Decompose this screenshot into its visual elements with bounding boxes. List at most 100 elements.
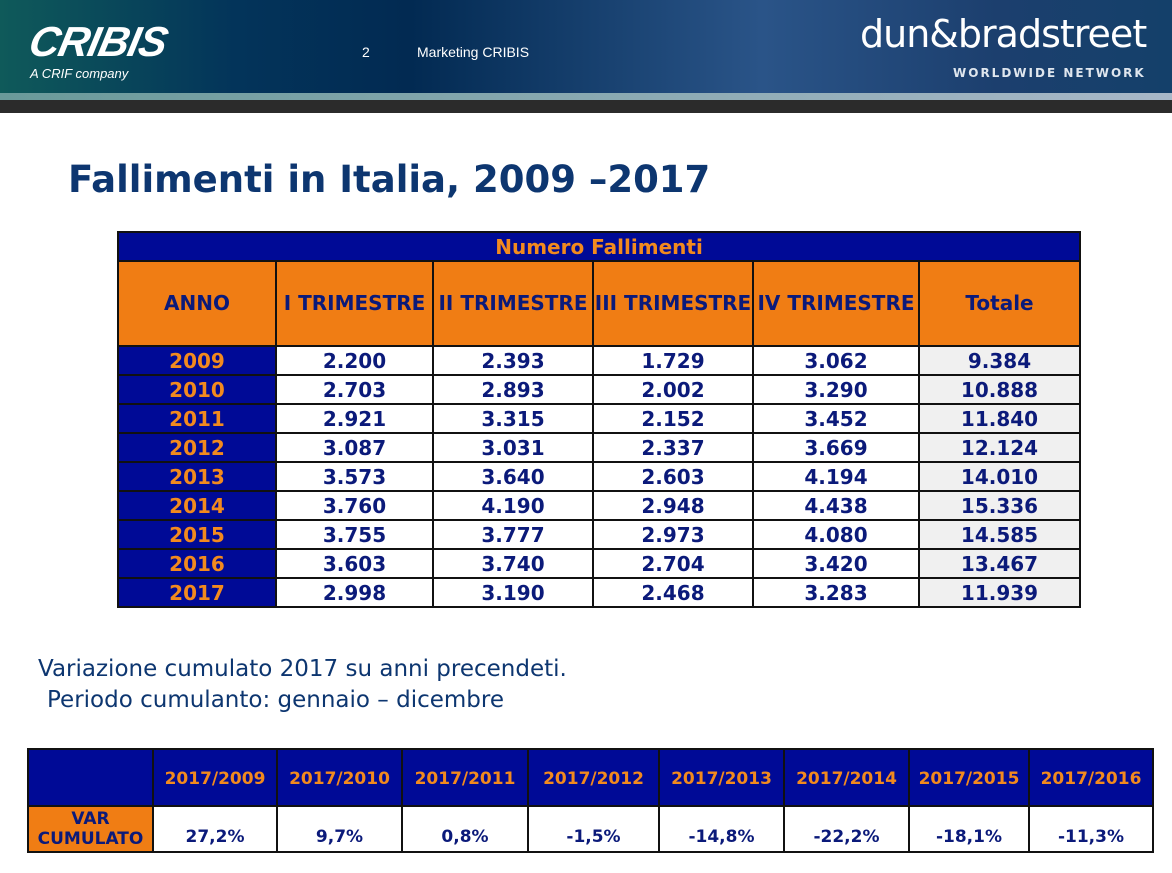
quarter-cell: 2.893 [432,374,594,405]
deck-title: Marketing CRIBIS [417,44,530,60]
table-row: 2010 2.703 2.893 2.002 3.290 10.888 [117,374,1082,405]
quarter-cell: 4.190 [432,490,594,521]
quarter-cell: 4.194 [752,461,920,492]
period-header: 2017/2010 [276,748,403,807]
quarter-cell: 3.315 [432,403,594,434]
quarter-cell: 3.573 [275,461,434,492]
variation-value: 27,2% [152,805,278,853]
total-cell: 14.585 [917,519,1082,550]
cribis-logo-subtitle: A CRIF company [30,66,129,81]
period-header: 2017/2014 [783,748,910,807]
quarter-cell: 3.640 [432,461,594,492]
table-caption: Numero Fallimenti [116,231,1082,262]
quarter-cell: 2.393 [432,345,594,376]
variation-value: -11,3% [1028,805,1154,853]
year-cell: 2012 [117,432,277,463]
table-row: 2009 2.200 2.393 1.729 3.062 9.384 [117,345,1082,376]
variation-value: -18,1% [908,805,1030,853]
total-cell: 12.124 [917,432,1082,463]
page-number: 2 [362,44,370,60]
note-line-1: Variazione cumulato 2017 su anni precend… [38,656,567,682]
quarter-cell: 2.948 [592,490,754,521]
variation-value: -22,2% [783,805,910,853]
column-header: ANNO [117,260,277,347]
period-header: 2017/2015 [908,748,1030,807]
cribis-logo: CRIBIS [25,18,172,65]
quarter-cell: 2.973 [592,519,754,550]
quarter-cell: 2.704 [592,548,754,579]
table-row: 2015 3.755 3.777 2.973 4.080 14.585 [117,519,1082,550]
quarter-cell: 3.603 [275,548,434,579]
quarter-cell: 3.062 [752,345,920,376]
table-row: 2017 2.998 3.190 2.468 3.283 11.939 [117,577,1082,608]
column-header: IV TRIMESTRE [752,260,920,347]
variation-value: 0,8% [401,805,529,853]
period-header: 2017/2016 [1028,748,1154,807]
header-banner: CRIBIS A CRIF company 2 Marketing CRIBIS… [0,0,1172,93]
quarter-cell: 2.998 [275,577,434,608]
total-cell: 13.467 [917,548,1082,579]
total-cell: 11.840 [917,403,1082,434]
total-cell: 14.010 [917,461,1082,492]
period-header: 2017/2009 [152,748,278,807]
variation-value: 9,7% [276,805,403,853]
column-header: II TRIMESTRE [432,260,594,347]
quarter-cell: 3.087 [275,432,434,463]
variation-value: -14,8% [658,805,785,853]
quarter-cell: 3.755 [275,519,434,550]
variation-value: -1,5% [527,805,660,853]
year-cell: 2017 [117,577,277,608]
quarter-cell: 3.760 [275,490,434,521]
column-header: Totale [917,260,1082,347]
quarter-cell: 2.200 [275,345,434,376]
quarter-cell: 3.452 [752,403,920,434]
note-line-2: Periodo cumulanto: gennaio – dicembre [47,687,504,713]
total-cell: 9.384 [917,345,1082,376]
column-header: III TRIMESTRE [592,260,754,347]
period-header: 2017/2013 [658,748,785,807]
quarter-cell: 3.190 [432,577,594,608]
quarter-cell: 2.921 [275,403,434,434]
quarter-cell: 3.777 [432,519,594,550]
table-row: 2011 2.921 3.315 2.152 3.452 11.840 [117,403,1082,434]
quarter-cell: 2.002 [592,374,754,405]
quarter-cell: 2.603 [592,461,754,492]
variation-table: 2017/2009 2017/2010 2017/2011 2017/2012 2017… [27,748,1154,853]
quarter-cell: 3.031 [432,432,594,463]
column-header: I TRIMESTRE [275,260,434,347]
quarter-cell: 3.740 [432,548,594,579]
total-cell: 11.939 [917,577,1082,608]
bankruptcy-table: Numero Fallimenti ANNO I TRIMESTRE II TRIM… [116,231,1082,608]
table-row: 2016 3.603 3.740 2.704 3.420 13.467 [117,548,1082,579]
header-divider [0,93,1172,100]
year-cell: 2016 [117,548,277,579]
total-cell: 10.888 [917,374,1082,405]
quarter-cell: 1.729 [592,345,754,376]
page-title: Fallimenti in Italia, 2009 –2017 [68,158,711,201]
header-bar [0,100,1172,113]
total-cell: 15.336 [917,490,1082,521]
quarter-cell: 2.703 [275,374,434,405]
quarter-cell: 2.337 [592,432,754,463]
table-row: 2013 3.573 3.640 2.603 4.194 14.010 [117,461,1082,492]
quarter-cell: 3.283 [752,577,920,608]
dnb-logo-subtitle: WORLDWIDE NETWORK [953,66,1146,80]
year-cell: 2010 [117,374,277,405]
quarter-cell: 4.438 [752,490,920,521]
year-cell: 2014 [117,490,277,521]
period-header: 2017/2011 [401,748,529,807]
quarter-cell: 3.290 [752,374,920,405]
quarter-cell: 3.669 [752,432,920,463]
corner-cell [27,748,154,807]
quarter-cell: 4.080 [752,519,920,550]
table-row: 2012 3.087 3.031 2.337 3.669 12.124 [117,432,1082,463]
dnb-logo: dun&bradstreet [860,12,1147,56]
period-header: 2017/2012 [527,748,660,807]
year-cell: 2015 [117,519,277,550]
year-cell: 2009 [117,345,277,376]
year-cell: 2013 [117,461,277,492]
quarter-cell: 2.152 [592,403,754,434]
year-cell: 2011 [117,403,277,434]
table-row: 2014 3.760 4.190 2.948 4.438 15.336 [117,490,1082,521]
quarter-cell: 2.468 [592,577,754,608]
